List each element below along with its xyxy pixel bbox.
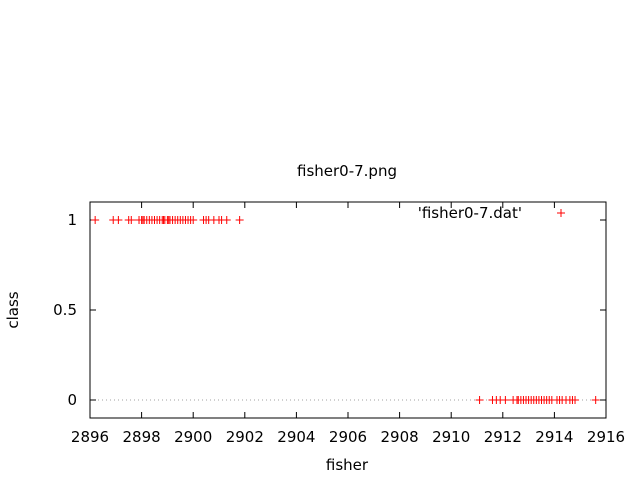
x-tick-label: 2910 <box>432 428 470 446</box>
x-tick-label: 2916 <box>587 428 625 446</box>
x-tick-label: 2898 <box>123 428 161 446</box>
x-tick-label: 2908 <box>381 428 419 446</box>
data-point <box>591 396 600 404</box>
x-tick-label: 2904 <box>277 428 315 446</box>
x-tick-label: 2900 <box>174 428 212 446</box>
y-tick-label: 1 <box>67 211 77 229</box>
x-axis-label: fisher <box>326 456 369 474</box>
x-tick-label: 2906 <box>329 428 367 446</box>
data-point <box>235 216 244 224</box>
data-point <box>475 396 484 404</box>
axes-group: 2896 2898 2900 2902 2904 2906 2908 2910 2912 2914… <box>53 201 625 446</box>
y-tick-label: 0.5 <box>53 301 77 319</box>
x-tick-label: 2896 <box>71 428 109 446</box>
y-tick-label: 0 <box>67 391 77 409</box>
data-point <box>91 216 100 224</box>
legend-label: 'fisher0-7.dat' <box>418 204 522 222</box>
data-point <box>222 216 231 224</box>
data-point <box>189 216 198 224</box>
y-axis-label: class <box>4 291 22 328</box>
legend-marker <box>557 209 565 217</box>
legend: 'fisher0-7.dat' <box>418 204 565 222</box>
data-points-group <box>91 216 600 404</box>
data-point <box>127 216 136 224</box>
x-tick-label: 2902 <box>226 428 264 446</box>
chart-title: fisher0-7.png <box>297 162 397 180</box>
x-tick-label: 2914 <box>535 428 573 446</box>
data-point <box>114 216 123 224</box>
data-point <box>571 396 580 404</box>
plot-border <box>89 201 607 419</box>
x-tick-label: 2912 <box>484 428 522 446</box>
data-point <box>501 396 510 404</box>
